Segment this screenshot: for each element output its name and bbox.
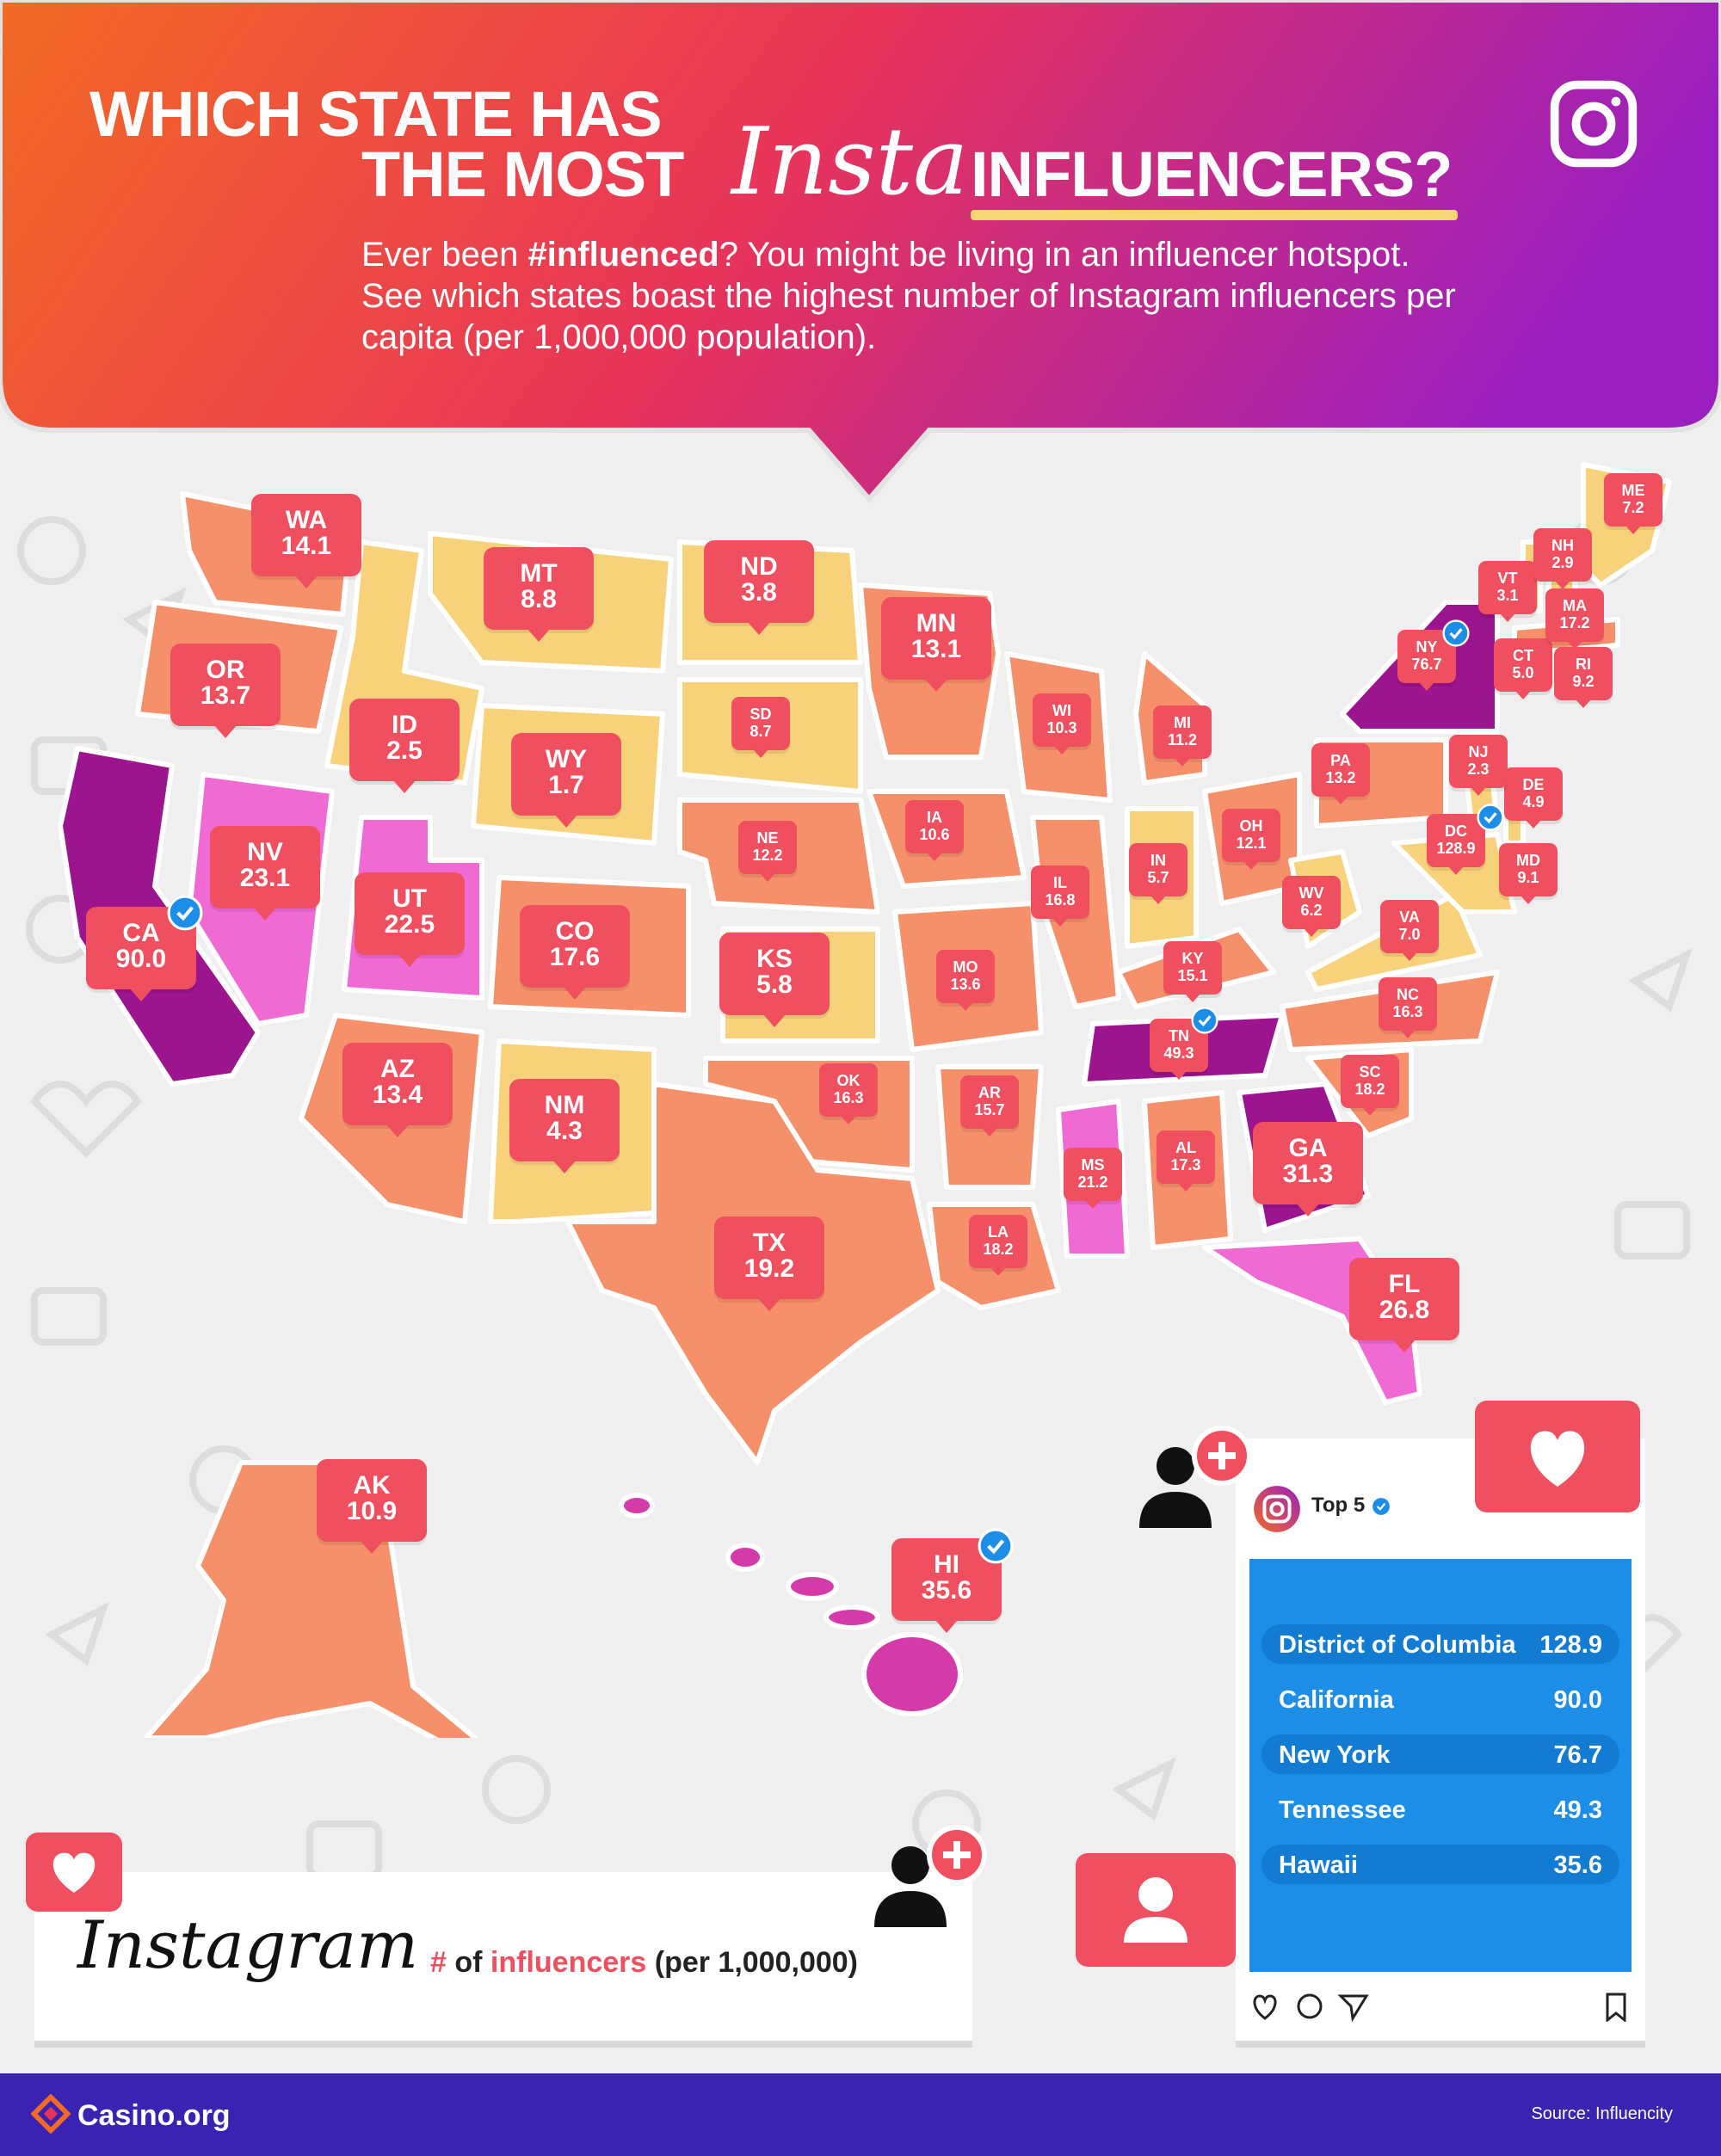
state-label-ma: MA 17.2 — [1545, 588, 1604, 650]
heart-reaction — [1475, 1401, 1640, 1512]
state-label-ms: MS 21.2 — [1064, 1148, 1122, 1209]
send-icon — [1337, 1994, 1369, 2023]
state-label-nj: NJ 2.3 — [1449, 735, 1508, 796]
state-label-wi: WI 10.3 — [1033, 693, 1091, 755]
state-label-ut: UT 22.5 — [355, 872, 465, 967]
state-label-me: ME 7.2 — [1604, 473, 1662, 534]
title-insta-script: Insta — [731, 108, 969, 216]
verified-badge-icon — [978, 1528, 1014, 1564]
state-label-co: CO 17.6 — [520, 905, 630, 1000]
state-label-sd: SD 8.7 — [731, 697, 790, 758]
state-label-mi: MI 11.2 — [1153, 705, 1212, 767]
state-label-in: IN 5.7 — [1129, 843, 1187, 904]
list-item: California 90.0 — [1279, 1686, 1602, 1714]
verified-badge-icon — [1442, 619, 1470, 647]
post-actions[interactable] — [1248, 1989, 1377, 2024]
top5-post: Top 5 District of Columbia 128.9 Californ… — [1236, 1438, 1645, 2041]
user-icon — [1124, 1877, 1187, 1943]
comment-icon — [1297, 1993, 1323, 2019]
legend-caption: # of influencers (per 1,000,000) — [430, 1946, 858, 1979]
footer-brand[interactable]: Casino.org — [77, 2099, 231, 2132]
state-label-nd: ND 3.8 — [704, 540, 814, 635]
state-label-or: OR 13.7 — [170, 644, 281, 738]
state-label-md: MD 9.1 — [1499, 843, 1558, 904]
state-label-nh: NH 2.9 — [1533, 528, 1592, 589]
title-line-2b: INFLUENCERS? — [971, 139, 1453, 210]
footer-source: Source: Influencity — [1531, 2104, 1673, 2123]
user-plus-icon — [874, 1825, 987, 1927]
state-label-ne: NE 12.2 — [738, 821, 797, 882]
title-line-1: WHICH STATE HAS — [89, 78, 663, 150]
state-ak — [144, 1460, 479, 1738]
header-banner — [0, 0, 1721, 503]
footer: Casino.org Source: Influencity — [0, 2073, 1721, 2156]
heart-icon — [1253, 1994, 1277, 2020]
list-item: New York 76.7 — [1261, 1734, 1619, 1774]
state-label-ar: AR 15.7 — [960, 1075, 1019, 1137]
state-label-wy: WY 1.7 — [511, 733, 621, 828]
top5-list: District of Columbia 128.9 California 90.0… — [1249, 1559, 1632, 1972]
verified-badge-icon — [1191, 1007, 1218, 1034]
state-label-ak: AK 10.9 — [317, 1459, 427, 1554]
state-label-mt: MT 8.8 — [484, 547, 594, 642]
list-item: Hawaii 35.6 — [1261, 1845, 1619, 1884]
state-label-wa: WA 14.1 — [251, 494, 361, 588]
verified-badge-icon — [1477, 804, 1504, 831]
state-label-pa: PA 13.2 — [1311, 743, 1370, 804]
instagram-icon — [1550, 80, 1638, 168]
state-label-nc: NC 16.3 — [1379, 977, 1437, 1038]
instagram-icon — [1254, 1486, 1300, 1532]
state-label-de: DE 4.9 — [1504, 767, 1563, 829]
instagram-wordmark: Instagram — [77, 1907, 419, 1983]
state-label-mo: MO 13.6 — [936, 950, 995, 1011]
state-label-wv: WV 6.2 — [1282, 876, 1341, 937]
state-label-mn: MN 13.1 — [881, 597, 991, 692]
state-label-al: AL 17.3 — [1157, 1130, 1215, 1192]
state-label-nv: NV 23.1 — [210, 826, 320, 921]
verified-badge-icon — [1372, 1498, 1390, 1515]
user-plus-icon — [1139, 1426, 1252, 1528]
state-label-ks: KS 5.8 — [719, 933, 830, 1027]
state-label-fl: FL 26.8 — [1349, 1258, 1459, 1352]
state-label-la: LA 18.2 — [969, 1215, 1027, 1276]
state-hi — [619, 1493, 963, 1716]
bookmark-icon[interactable] — [1604, 1993, 1628, 2022]
verified-badge-icon — [167, 895, 203, 931]
title-underline — [971, 210, 1458, 220]
state-label-ga: GA 31.3 — [1253, 1122, 1363, 1217]
state-label-ct: CT 5.0 — [1494, 638, 1552, 699]
heart-icon — [52, 1852, 96, 1893]
state-label-va: VA 7.0 — [1380, 900, 1439, 961]
state-label-nm: NM 4.3 — [509, 1079, 620, 1173]
list-item: District of Columbia 128.9 — [1261, 1624, 1619, 1664]
subtitle: Ever been #influenced? You might be livi… — [361, 236, 1456, 356]
state-label-ri: RI 9.2 — [1554, 647, 1613, 708]
state-label-ia: IA 10.6 — [905, 800, 964, 861]
state-label-sc: SC 18.2 — [1341, 1055, 1399, 1116]
title-line-2a: THE MOST — [361, 139, 684, 210]
heart-icon — [1530, 1431, 1585, 1487]
state-label-vt: VT 3.1 — [1478, 561, 1537, 622]
state-label-tx: TX 19.2 — [714, 1217, 824, 1311]
state-label-id: ID 2.5 — [349, 699, 460, 793]
state-label-il: IL 16.8 — [1031, 865, 1089, 927]
state-label-dc: DC 128.9 — [1427, 814, 1485, 875]
state-label-az: AZ 13.4 — [342, 1043, 453, 1137]
heart-reaction — [26, 1833, 122, 1912]
post-account-name: Top 5 — [1311, 1494, 1366, 1517]
state-label-oh: OH 12.1 — [1222, 809, 1280, 870]
user-reaction — [1076, 1853, 1236, 1967]
legend-card: Instagram # of influencers (per 1,000,00… — [34, 1872, 972, 2041]
state-label-ok: OK 16.3 — [819, 1063, 878, 1124]
list-item: Tennessee 49.3 — [1279, 1796, 1602, 1824]
casino-logo-icon — [31, 2094, 71, 2134]
state-label-ky: KY 15.1 — [1163, 941, 1222, 1002]
